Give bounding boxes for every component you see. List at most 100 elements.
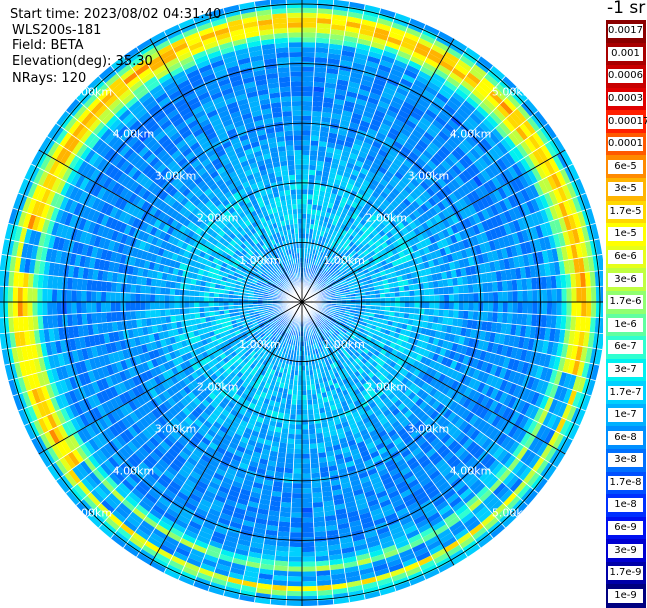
ppi-cell: [552, 302, 557, 315]
ppi-cell: [302, 400, 307, 405]
ppi-cell: [292, 488, 302, 493]
ppi-cell: [302, 591, 317, 596]
ppi-cell: [454, 302, 459, 310]
ppi-cell: [493, 302, 498, 312]
ppi-cell: [290, 409, 296, 414]
ppi-cell: [488, 302, 493, 312]
ppi-cell: [309, 155, 317, 160]
ppi-cell: [302, 47, 315, 52]
ppi-cell: [449, 302, 454, 310]
ppi-cell: [502, 280, 508, 291]
ppi-cell: [302, 434, 309, 439]
ppi-cell: [315, 428, 322, 434]
ppi-cell: [294, 449, 302, 454]
ppi-cell: [298, 380, 302, 385]
ppi-cell: [405, 296, 410, 302]
ppi-cell: [571, 288, 576, 302]
ppi-cell: [302, 86, 313, 91]
ppi-cell: [507, 280, 513, 291]
ppi-cell: [279, 512, 291, 518]
ppi-cell: [278, 526, 290, 532]
ppi-cell: [420, 296, 425, 302]
ppi-cell: [586, 287, 591, 302]
ppi-cell: [279, 517, 291, 523]
ppi-cell: [302, 8, 317, 13]
ppi-cell: [522, 302, 527, 314]
ppi-cell: [404, 307, 409, 313]
ppi-cell: [308, 409, 314, 414]
ppi-cell: [280, 507, 291, 513]
ppi-cell: [439, 287, 444, 295]
ppi-cell: [409, 290, 414, 296]
ppi-cell: [473, 284, 479, 293]
ppi-cell: [302, 508, 313, 513]
ppi-cell: [310, 150, 318, 156]
ppi-cell: [541, 315, 547, 328]
ppi-cell: [547, 289, 552, 302]
ppi-cell: [576, 287, 581, 302]
ppi-cell: [302, 380, 306, 385]
ppi-cell: [513, 302, 518, 313]
ppi-cell: [483, 302, 488, 312]
ppi-cell: [312, 101, 323, 107]
ppi-cell: [302, 468, 311, 473]
ppi-cell: [296, 420, 302, 425]
ppi-cell: [302, 209, 307, 214]
ppi-cell: [498, 302, 503, 313]
ppi-cell: [429, 288, 434, 295]
ppi-cell: [566, 288, 571, 302]
ppi-cell: [292, 483, 302, 488]
ppi-cell: [315, 541, 328, 547]
ppi-cell: [464, 302, 469, 311]
ppi-cell: [302, 424, 309, 429]
ppi-cell: [424, 295, 429, 302]
ppi-cell: [280, 502, 291, 508]
ppi-cell: [532, 302, 537, 314]
ppi-cell: [463, 285, 469, 294]
ppi-cell: [424, 308, 429, 315]
ppi-cell: [438, 280, 444, 288]
ppi-cell: [288, 557, 302, 562]
ppi-cell: [566, 302, 571, 316]
ppi-cell: [508, 291, 513, 302]
ppi-cell: [288, 434, 295, 439]
ppi-cell: [492, 312, 498, 322]
ppi-cell: [312, 492, 322, 498]
ppi-cell: [390, 297, 395, 302]
ppi-cell: [527, 290, 532, 302]
ppi-cell: [423, 282, 429, 289]
ppi-cell: [314, 521, 326, 527]
ppi-cell: [302, 57, 315, 62]
ppi-cell: [302, 385, 307, 390]
ppi-cell: [317, 442, 325, 448]
ppi-cell: [302, 150, 310, 155]
ppi-cell: [410, 302, 415, 308]
ppi-cell: [415, 302, 420, 308]
ppi-cell: [447, 278, 453, 286]
ppi-cell: [302, 160, 309, 165]
ppi-cell: [423, 315, 429, 322]
ppi-cell: [400, 297, 405, 302]
ppi-cell: [302, 493, 312, 498]
ppi-cell: [439, 302, 444, 309]
ppi-cell: [315, 423, 322, 429]
ppi-cell: [302, 498, 313, 503]
ppi-cell: [309, 434, 316, 439]
ppi-cell: [302, 410, 308, 415]
ppi-cell: [434, 302, 439, 309]
ppi-cell: [313, 512, 325, 518]
ppi-cell: [561, 288, 566, 302]
ppi-cell: [302, 23, 317, 28]
ppi-cell: [295, 429, 302, 434]
ppi-cell: [302, 454, 310, 459]
ppi-cell: [316, 438, 324, 444]
ppi-cell: [302, 449, 310, 454]
ppi-cell: [302, 532, 314, 537]
ppi-cell: [302, 155, 310, 160]
ppi-cell: [281, 433, 289, 439]
ppi-cell: [285, 463, 294, 469]
ppi-cell: [390, 302, 395, 307]
ppi-cell: [302, 601, 318, 606]
ppi-cell: [531, 314, 537, 327]
ppi-cell: [309, 429, 316, 434]
